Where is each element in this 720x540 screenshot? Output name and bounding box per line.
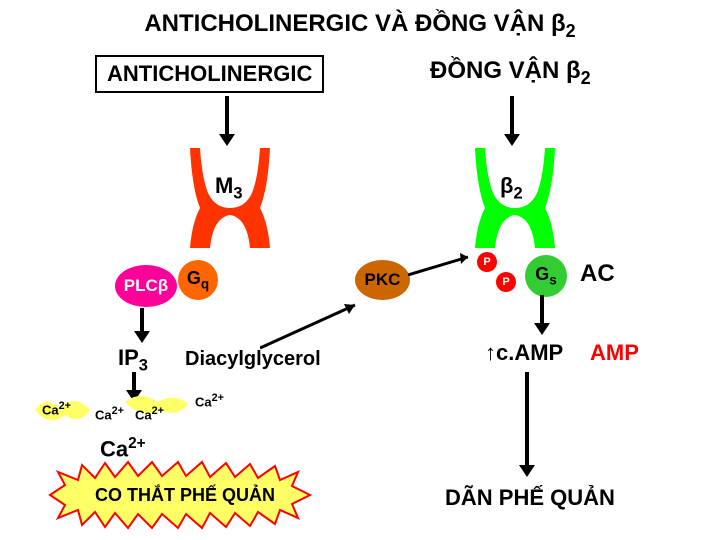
diagram-title: ANTICHOLINERGIC VÀ ĐỒNG VẬN β2 — [0, 10, 720, 42]
beta2-header-sub: 2 — [581, 68, 591, 88]
plcb-label: PLCβ — [124, 276, 168, 296]
arrow-beta2-to-receptor — [510, 96, 514, 136]
dilation-label: DÃN PHẾ QUẢN — [445, 485, 615, 511]
title-sub: 2 — [566, 21, 576, 41]
ca1: Ca2+ — [42, 400, 71, 417]
anticholinergic-header-text: ANTICHOLINERGIC — [107, 61, 312, 86]
gs-label: Gs — [535, 264, 557, 288]
gq-label: Gq — [187, 268, 209, 292]
arrow-camp-to-dilate — [525, 372, 529, 467]
pkc-label: PKC — [365, 270, 401, 290]
beta2-label-sub: 2 — [513, 184, 522, 202]
plcb-protein: PLCβ — [115, 265, 177, 307]
ca-big: Ca2+ — [100, 435, 146, 462]
pkc-protein: PKC — [355, 260, 410, 300]
arrow-pkc-to-p — [408, 245, 483, 285]
ip3-label: IP3 — [118, 345, 148, 375]
m3-label-text: M — [215, 173, 233, 198]
gq-protein: Gq — [178, 260, 218, 300]
beta2-label-text: β — [500, 173, 513, 198]
beta2-header-text: ĐỒNG VẬN β — [430, 57, 581, 84]
arrow-diacyl-to-pkc — [260, 300, 370, 355]
arrow-anticholinergic-to-m3 — [225, 96, 229, 136]
amp-label: AMP — [590, 340, 639, 366]
beta2-agonist-header: ĐỒNG VẬN β2 — [430, 57, 591, 89]
ca2: Ca2+ — [95, 405, 124, 422]
title-text: ANTICHOLINERGIC VÀ ĐỒNG VẬN β — [144, 10, 565, 37]
phosphate-2: P — [496, 272, 516, 292]
camp-label: ↑c.AMP — [485, 340, 563, 366]
ca3: Ca2+ — [135, 405, 164, 422]
ca4: Ca2+ — [195, 392, 224, 409]
arrow-plcb-to-ip3 — [140, 308, 144, 333]
ac-label: AC — [580, 260, 615, 288]
arrow-ip3-to-ca — [132, 372, 136, 392]
arrow-up-icon: ↑ — [485, 340, 496, 365]
gs-protein: Gs — [525, 255, 567, 297]
anticholinergic-header: ANTICHOLINERGIC — [95, 55, 324, 93]
beta2-label: β2 — [500, 173, 523, 203]
m3-label: M3 — [215, 173, 243, 203]
m3-label-sub: 3 — [233, 184, 242, 202]
constriction-starburst — [40, 460, 320, 535]
arrow-gs-to-camp — [540, 295, 544, 325]
